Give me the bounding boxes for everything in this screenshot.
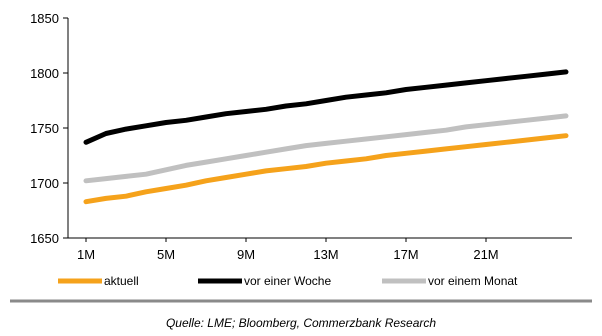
source-label: Quelle: LME; Bloomberg, Commerzbank Rese… (166, 316, 436, 330)
y-tick-label: 1700 (30, 176, 59, 191)
series-lines (83, 69, 569, 205)
y-axis: 1650 1700 1750 1800 1850 (30, 11, 69, 246)
x-tick-label: 9M (237, 247, 255, 262)
series-line-0 (83, 133, 569, 205)
x-tick-label: 21M (473, 247, 498, 262)
x-axis: 1M 5M 9M 13M 17M 21M (68, 237, 572, 262)
y-tick-label: 1650 (30, 231, 59, 246)
legend-label-0: aktuell (104, 274, 139, 288)
y-tick-label: 1750 (30, 121, 59, 136)
legend: aktuell vor einer Woche vor einem Monat (58, 274, 518, 288)
x-tick-label: 17M (393, 247, 418, 262)
legend-label-1: vor einer Woche (244, 274, 331, 288)
y-tick-label: 1850 (30, 11, 59, 26)
series-line-2 (83, 113, 569, 184)
x-tick-label: 1M (77, 247, 95, 262)
series-line-1 (83, 69, 569, 145)
x-tick-label: 13M (313, 247, 338, 262)
x-tick-label: 5M (157, 247, 175, 262)
legend-label-2: vor einem Monat (428, 274, 518, 288)
y-tick-label: 1800 (30, 66, 59, 81)
